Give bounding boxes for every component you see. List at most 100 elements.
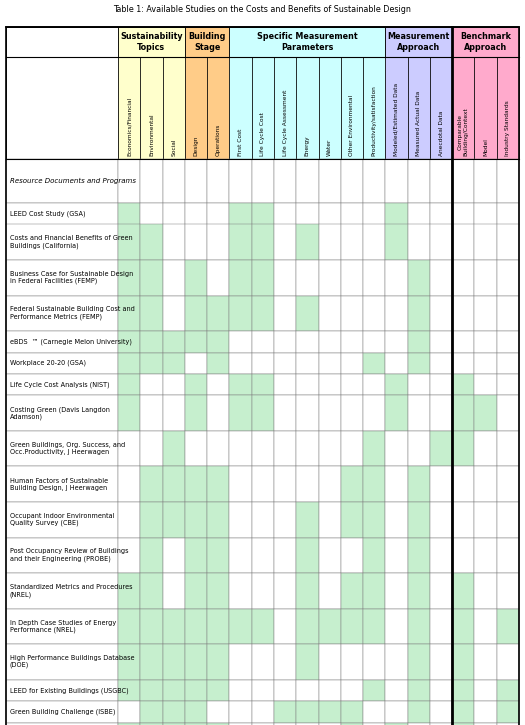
Bar — [430, 466, 452, 502]
Text: Post Occupancy Review of Buildings
and their Engineering (PROBE): Post Occupancy Review of Buildings and t… — [10, 549, 129, 562]
Bar — [251, 644, 274, 679]
Bar — [118, 159, 140, 203]
Bar — [385, 159, 407, 203]
Bar — [407, 608, 430, 644]
Bar — [251, 159, 274, 203]
Bar — [497, 396, 519, 431]
Bar — [475, 57, 497, 159]
Bar — [319, 260, 341, 296]
Bar — [341, 466, 363, 502]
Bar — [229, 374, 251, 396]
Text: Green Buildings, Org. Success, and
Occ.Productivity, J Heerwagen: Green Buildings, Org. Success, and Occ.P… — [10, 442, 125, 455]
Bar — [163, 203, 185, 225]
Bar — [407, 260, 430, 296]
Bar — [341, 203, 363, 225]
Bar — [163, 701, 185, 723]
Bar — [363, 723, 385, 725]
Bar — [163, 644, 185, 679]
Bar — [430, 679, 452, 701]
Bar — [296, 352, 319, 374]
Bar — [229, 57, 251, 159]
Bar — [140, 701, 163, 723]
Bar — [385, 644, 407, 679]
Bar — [497, 573, 519, 608]
Bar — [140, 225, 163, 260]
Bar — [118, 644, 140, 679]
Bar — [140, 723, 163, 725]
Text: Operations: Operations — [216, 124, 220, 156]
Bar — [497, 679, 519, 701]
Bar — [229, 396, 251, 431]
Bar — [430, 296, 452, 331]
Bar — [140, 573, 163, 608]
Bar — [385, 296, 407, 331]
Text: Comparable
Building/Context: Comparable Building/Context — [458, 107, 469, 156]
Bar — [497, 159, 519, 203]
Bar — [296, 723, 319, 725]
Bar — [497, 352, 519, 374]
Bar — [296, 608, 319, 644]
Bar — [163, 723, 185, 725]
Bar — [363, 374, 385, 396]
Bar — [363, 573, 385, 608]
Bar — [207, 573, 229, 608]
Bar — [140, 331, 163, 352]
Bar — [319, 723, 341, 725]
Bar — [140, 374, 163, 396]
Bar — [363, 431, 385, 466]
Bar — [163, 679, 185, 701]
Bar — [6, 203, 118, 225]
Text: Occupant Indoor Environmental
Quality Survey (CBE): Occupant Indoor Environmental Quality Su… — [10, 513, 114, 526]
Bar — [274, 296, 296, 331]
Bar — [430, 502, 452, 537]
Bar — [251, 396, 274, 431]
Bar — [475, 260, 497, 296]
Text: High Performance Buildings Database
(DOE): High Performance Buildings Database (DOE… — [10, 655, 134, 668]
Bar — [118, 396, 140, 431]
Bar — [207, 537, 229, 573]
Bar — [452, 331, 475, 352]
Bar — [319, 537, 341, 573]
Bar — [497, 374, 519, 396]
Bar — [363, 352, 385, 374]
Bar — [185, 537, 207, 573]
Bar — [251, 57, 274, 159]
Bar — [385, 723, 407, 725]
Text: First Cost: First Cost — [238, 128, 243, 156]
Bar — [140, 537, 163, 573]
Bar — [118, 608, 140, 644]
Bar — [407, 331, 430, 352]
Bar — [385, 431, 407, 466]
Bar — [163, 225, 185, 260]
Bar — [229, 331, 251, 352]
Bar — [407, 573, 430, 608]
Bar — [430, 396, 452, 431]
Bar — [6, 431, 118, 466]
Bar — [274, 679, 296, 701]
Bar — [251, 260, 274, 296]
Bar — [296, 431, 319, 466]
Bar — [363, 537, 385, 573]
Bar — [296, 701, 319, 723]
Bar — [430, 203, 452, 225]
Bar — [251, 679, 274, 701]
Text: Resource Documents and Programs: Resource Documents and Programs — [10, 178, 136, 184]
Text: Life Cycle Assessment: Life Cycle Assessment — [282, 90, 288, 156]
Bar — [430, 260, 452, 296]
Bar — [497, 701, 519, 723]
Bar — [163, 352, 185, 374]
Bar — [229, 431, 251, 466]
Bar — [407, 296, 430, 331]
Bar — [319, 159, 341, 203]
Bar — [296, 57, 319, 159]
Bar — [385, 374, 407, 396]
Bar — [385, 331, 407, 352]
Text: LEED Cost Study (GSA): LEED Cost Study (GSA) — [10, 210, 86, 217]
Bar — [229, 644, 251, 679]
Bar — [341, 573, 363, 608]
Bar — [363, 331, 385, 352]
Bar — [207, 225, 229, 260]
Bar — [163, 573, 185, 608]
Bar — [163, 374, 185, 396]
Text: Life Cycle Cost Analysis (NIST): Life Cycle Cost Analysis (NIST) — [10, 381, 110, 388]
